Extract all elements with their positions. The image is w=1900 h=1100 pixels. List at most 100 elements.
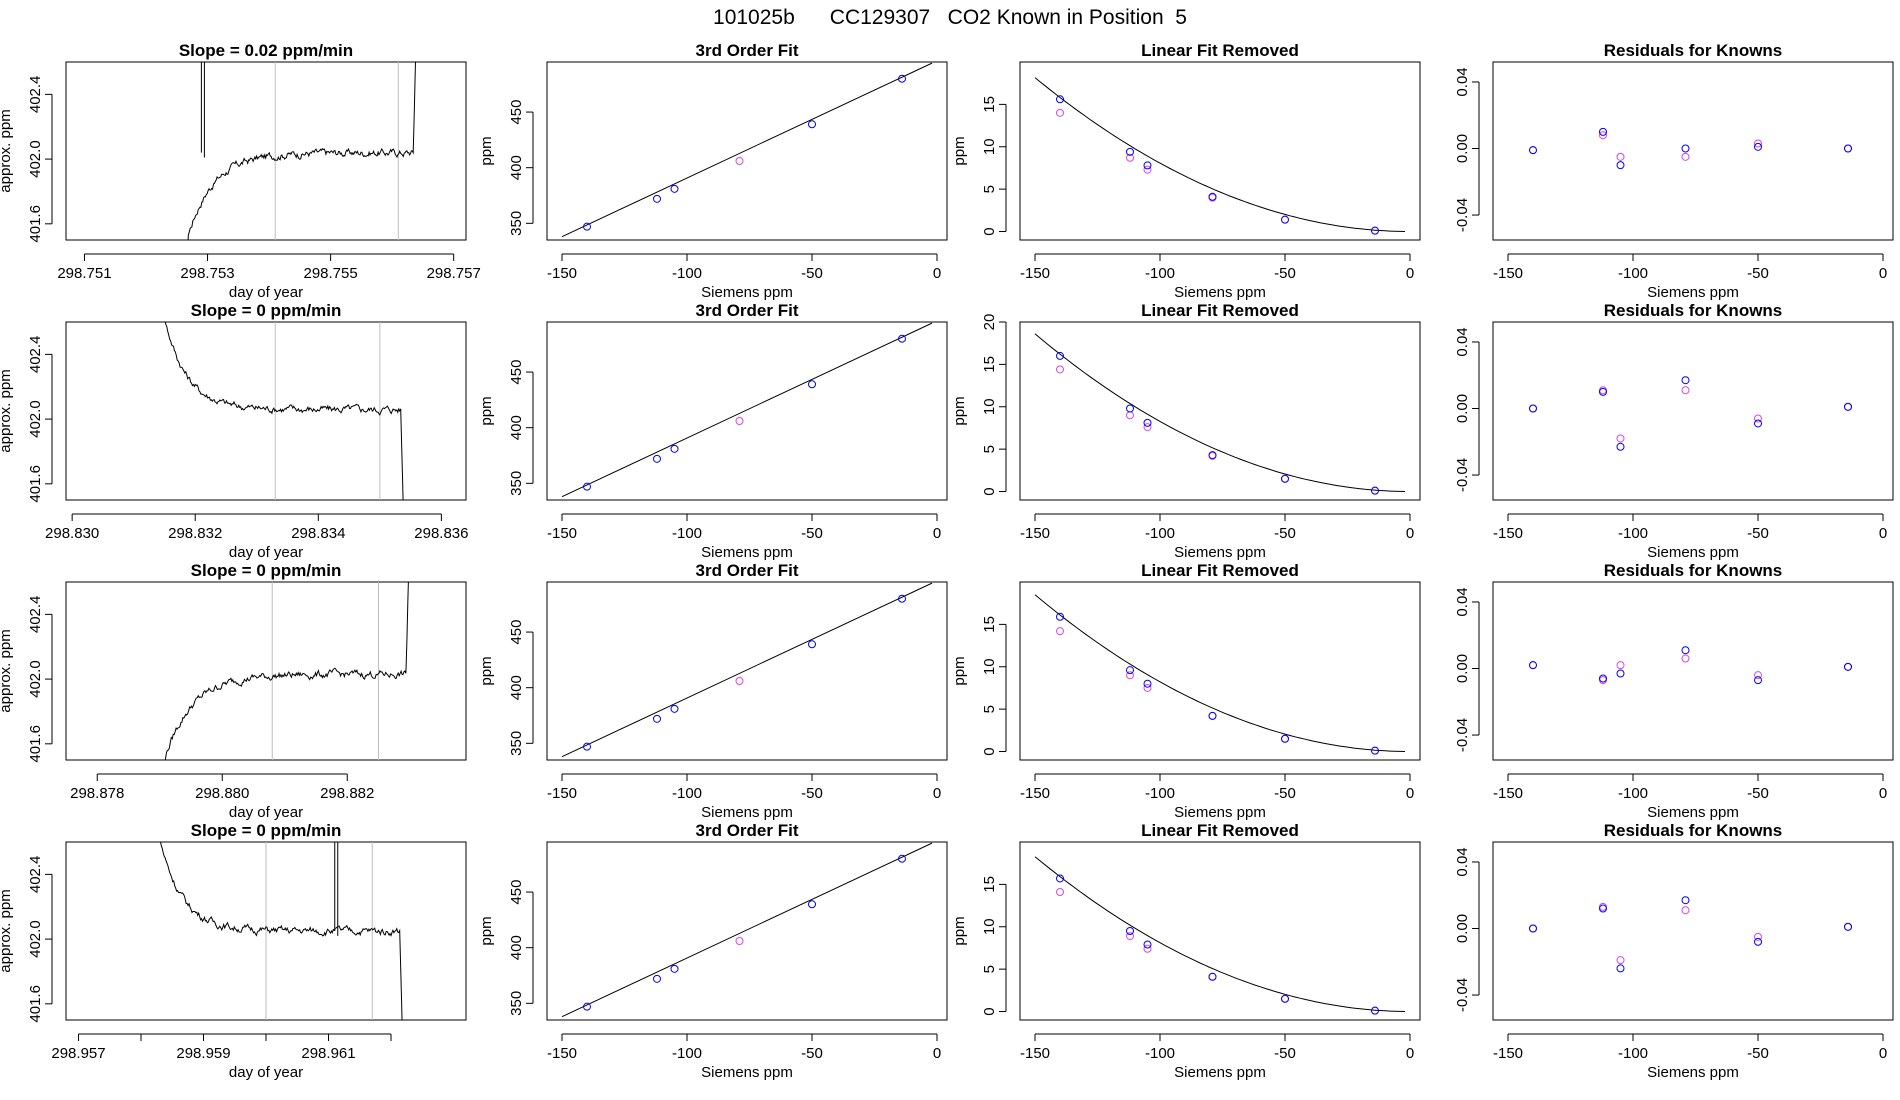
x-tick-label: -150: [1020, 785, 1050, 802]
x-tick-label: 298.830: [45, 525, 99, 542]
x-tick-label: -150: [547, 1045, 577, 1062]
fit-curve: [561, 582, 933, 758]
residual-point-magenta: [1754, 139, 1762, 148]
x-tick-label: -50: [1747, 785, 1769, 802]
y-tick-label: 400: [508, 935, 525, 960]
panel-title: Linear Fit Removed: [1141, 41, 1299, 60]
residual-point-magenta: [1599, 131, 1607, 140]
y-tick-label: -0.04: [1454, 718, 1471, 752]
plot-area: [1529, 376, 1852, 451]
data-point-magenta: [1126, 411, 1134, 420]
residual-point-blue: [1844, 922, 1852, 931]
plot-frame: [1492, 841, 1894, 1021]
residual-point-magenta: [1616, 152, 1625, 161]
data-point-blue: [1281, 474, 1289, 483]
plot-area: [1529, 127, 1852, 170]
residual-point-magenta: [1599, 676, 1607, 685]
data-point-magenta: [1056, 365, 1064, 374]
data-point-blue: [1281, 994, 1289, 1003]
residual-curve: [1034, 77, 1406, 232]
residual-point-blue: [1529, 146, 1537, 155]
x-tick-label: 0: [1879, 785, 1887, 802]
panel-grid: Slope = 0.02 ppm/min 298.751 298.753 298.75…: [0, 41, 1894, 1081]
data-point: [735, 157, 744, 166]
y-tick-label: 5: [981, 705, 998, 713]
plot-area: [1529, 896, 1852, 973]
data-point: [583, 1002, 591, 1011]
y-tick-label: 400: [508, 675, 525, 700]
data-point-magenta: [1056, 627, 1064, 636]
residual-point-magenta: [1616, 956, 1625, 965]
plot-area: [164, 322, 404, 500]
data-point: [653, 974, 661, 983]
y-tick-label: 402.4: [27, 856, 44, 894]
data-point-blue: [1143, 940, 1152, 949]
lin-panel-row4: Linear Fit Removed -150 -100 -50 0 Siemens pp…: [951, 821, 1421, 1081]
panel-title: Residuals for Knowns: [1604, 41, 1783, 60]
y-tick-label: 402.4: [27, 336, 44, 374]
data-point: [653, 194, 661, 203]
plot-area: [561, 582, 933, 758]
x-axis-label: Siemens ppm: [1647, 544, 1739, 561]
panel-title: Linear Fit Removed: [1141, 301, 1299, 320]
x-tick-label: 298.832: [168, 525, 222, 542]
residual-point-blue: [1754, 142, 1762, 151]
data-point-magenta: [1143, 944, 1152, 953]
data-point: [653, 454, 661, 463]
panel-title: Residuals for Knowns: [1604, 561, 1783, 580]
y-tick-label: -0.04: [1454, 198, 1471, 232]
y-tick-label: 402.0: [27, 400, 44, 438]
data-point-blue: [1056, 95, 1064, 104]
x-tick-label: -100: [1145, 1045, 1175, 1062]
y-axis-label: ppm: [951, 656, 968, 685]
data-point: [735, 937, 744, 946]
x-tick-label: -50: [801, 525, 823, 542]
x-tick-label: 0: [1406, 785, 1414, 802]
fit-curve: [561, 62, 933, 238]
x-tick-label: -100: [672, 525, 702, 542]
data-point-blue: [1143, 161, 1152, 170]
residual-point-blue: [1681, 144, 1690, 153]
x-axis-label: Siemens ppm: [701, 544, 793, 561]
x-tick-label: -150: [1020, 1045, 1050, 1062]
panel-title: Linear Fit Removed: [1141, 561, 1299, 580]
y-tick-label: 402.0: [27, 920, 44, 958]
plot-frame: [1492, 61, 1894, 241]
y-axis-label: ppm: [478, 656, 495, 685]
lin-panel-row3: Linear Fit Removed -150 -100 -50 0 Siemens pp…: [951, 561, 1421, 821]
x-axis-label: Siemens ppm: [1647, 284, 1739, 301]
y-tick-label: 450: [508, 360, 525, 385]
y-tick-label: 350: [508, 471, 525, 496]
y-tick-label: 450: [508, 100, 525, 125]
residual-point-magenta: [1599, 386, 1607, 395]
residual-point-blue: [1599, 904, 1607, 913]
y-tick-label: -0.04: [1454, 458, 1471, 492]
x-tick-label: -100: [672, 785, 702, 802]
plot-frame: [1019, 581, 1421, 761]
x-axis-label: Siemens ppm: [701, 1064, 793, 1081]
residual-point-blue: [1616, 964, 1625, 973]
concentration-trace: [164, 582, 409, 760]
residual-curve: [1034, 333, 1406, 492]
x-tick-label: 0: [933, 525, 941, 542]
x-tick-label: -50: [1747, 525, 1769, 542]
y-tick-label: 401.6: [27, 725, 44, 763]
data-point: [735, 417, 744, 426]
x-tick-label: 298.751: [57, 265, 111, 282]
y-tick-label: -0.04: [1454, 978, 1471, 1012]
y-axis-label: approx. ppm: [0, 629, 14, 712]
x-tick-label: 0: [1879, 265, 1887, 282]
data-point-blue: [1126, 147, 1134, 156]
y-tick-label: 401.6: [27, 985, 44, 1023]
fit-panel-row4: 3rd Order Fit -150 -100 -50 0 Siemens ppm 350 4…: [478, 821, 948, 1081]
residual-point-blue: [1844, 144, 1852, 153]
plot-area: [187, 62, 416, 240]
concentration-trace: [160, 842, 403, 1020]
fit-panel-row3: 3rd Order Fit -150 -100 -50 0 Siemens ppm 350 4…: [478, 561, 948, 821]
residual-point-blue: [1616, 442, 1625, 451]
residual-curve: [1034, 594, 1406, 752]
x-axis-label: Siemens ppm: [701, 804, 793, 821]
x-tick-label: -50: [801, 265, 823, 282]
x-tick-label: 298.959: [176, 1045, 230, 1062]
x-axis-label: day of year: [229, 284, 303, 301]
